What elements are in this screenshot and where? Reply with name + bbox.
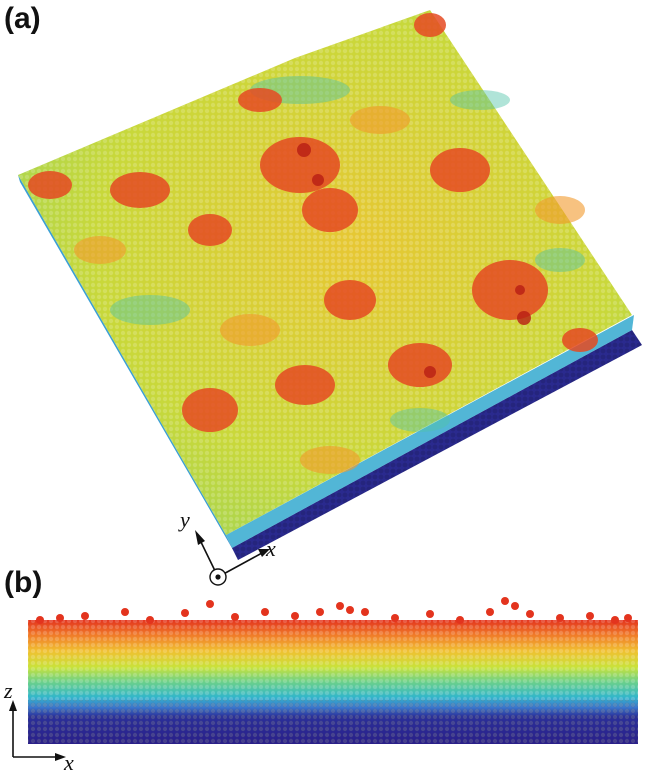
axis-label-x-b: x [63,750,74,773]
axis-label-z: z [3,678,13,703]
axis-label-x: x [265,536,276,561]
panel-a-label: (a) [4,2,41,35]
axes-indicator-a: y x [178,507,276,586]
axes-indicator-b: z x [3,678,74,773]
panel-b-label: (b) [4,566,43,599]
slab-side-view [28,597,638,744]
slab-3d-view [18,10,642,560]
axis-label-y: y [178,507,190,532]
